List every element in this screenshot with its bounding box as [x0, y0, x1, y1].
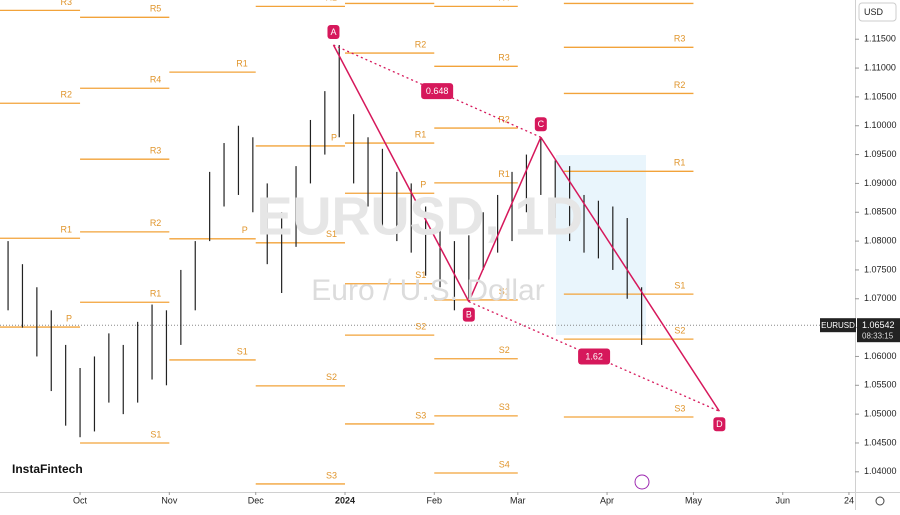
pattern-point-label: B	[466, 310, 472, 320]
volume-profile-area	[556, 155, 646, 335]
pivot-label: R3	[61, 0, 73, 7]
pivot-label: S3	[499, 402, 510, 412]
y-tick-label: 1.05500	[864, 380, 897, 390]
y-tick-label: 1.10000	[864, 120, 897, 130]
pivot-label: S3	[674, 403, 685, 413]
x-tick-label: May	[685, 495, 703, 505]
x-tick-label: Apr	[600, 495, 614, 505]
pivot-label: S2	[499, 345, 510, 355]
x-tick-label: Feb	[427, 495, 443, 505]
pivot-label: R2	[498, 114, 510, 124]
pattern-point-label: C	[538, 119, 545, 129]
pattern-point-box	[327, 24, 340, 39]
event-icon[interactable]	[634, 474, 650, 490]
x-tick-label: Nov	[161, 495, 178, 505]
x-tick-label: 2024	[335, 495, 355, 505]
y-tick-label: 1.11500	[864, 34, 896, 44]
y-tick-label: 1.09000	[864, 178, 897, 188]
y-tick-label: 1.07000	[864, 293, 897, 303]
x-tick-label: Oct	[73, 495, 88, 505]
ratio-box	[421, 83, 454, 100]
last-price: 1.06542	[862, 320, 895, 330]
symbol-tag	[820, 318, 856, 333]
ratio-box	[578, 348, 611, 365]
pattern-point-box	[462, 307, 475, 322]
plot-area: R3 R2 R1 P R5 R4 R3 R2 R1 S1 R1 P S1 R1 P S1 S2 S3 R3 R2 R1 P…	[0, 0, 855, 485]
ratio-label: 0.648	[426, 86, 449, 96]
y-tick-label: 1.10500	[864, 91, 897, 101]
pivot-label: S1	[674, 281, 685, 291]
pivot-label: R2	[61, 90, 73, 100]
pivot-label: R1	[325, 0, 337, 3]
pivot-label: P	[66, 313, 72, 323]
y-tick-label: 1.08500	[864, 207, 897, 217]
countdown: 08:33:15	[862, 331, 894, 340]
y-tick-label: 1.08000	[864, 235, 897, 245]
y-tick-label: 1.09500	[864, 149, 897, 159]
pivot-label: R1	[61, 225, 73, 235]
x-tick-label: 24	[844, 495, 854, 505]
pivot-label: R4	[498, 0, 510, 3]
pattern-leg	[540, 136, 720, 412]
pivot-label: S3	[415, 410, 426, 420]
watermark: EURUSD, 1D	[256, 186, 583, 246]
pivot-label: S2	[415, 321, 426, 331]
pivot-label: R4	[150, 75, 162, 85]
pivot-label: S1	[499, 286, 510, 296]
pivot-label: S1	[150, 429, 161, 439]
pattern-point-box	[534, 117, 547, 132]
pattern-leg	[332, 44, 470, 303]
y-tick-label: 1.05000	[864, 409, 897, 419]
y-tick-label: 1.11000	[864, 62, 896, 72]
pattern-point-label: A	[330, 27, 336, 37]
settings-icon[interactable]	[875, 496, 885, 506]
x-tick-label: Mar	[510, 495, 526, 505]
pivot-label: R3	[150, 146, 162, 156]
pivot-label: R2	[415, 39, 427, 49]
pivot-label: S1	[326, 229, 337, 239]
pattern-point-box	[713, 417, 726, 432]
pivot-label: R1	[150, 289, 162, 299]
y-tick-label: 1.04500	[864, 437, 897, 447]
pivot-label: R3	[498, 53, 510, 63]
logo: InstaFintech	[12, 462, 83, 476]
watermark-subtitle: Euro / U.S. Dollar	[311, 274, 544, 307]
pivot-label: S4	[499, 459, 510, 469]
x-tick-label: Jun	[775, 495, 790, 505]
pivot-label: S3	[326, 470, 337, 480]
pivot-label: R1	[674, 158, 686, 168]
pivot-label: R2	[150, 218, 162, 228]
pattern-leg	[468, 136, 542, 302]
pivot-label: S2	[326, 372, 337, 382]
pivot-label: P	[420, 180, 426, 190]
pivot-label: S2	[674, 326, 685, 336]
pivot-label: R1	[498, 169, 510, 179]
price-tag	[857, 318, 900, 343]
x-tick-label: Dec	[248, 495, 265, 505]
y-tick-label: 1.04000	[864, 466, 897, 476]
pivot-label: R1	[415, 129, 427, 139]
pivot-label: S1	[237, 346, 248, 356]
pivot-label: R5	[150, 4, 162, 14]
y-tick-label: 1.07500	[864, 264, 897, 274]
currency-button[interactable]	[858, 2, 897, 22]
pivot-label: R2	[674, 80, 686, 90]
symbol-label: EURUSD	[821, 321, 855, 330]
pattern-point-label: D	[716, 419, 723, 429]
currency[interactable]: USD	[864, 7, 884, 17]
pivot-label: R1	[236, 58, 248, 68]
pivot-label: R3	[674, 34, 686, 44]
pivot-label: S1	[415, 270, 426, 280]
y-tick-label: 1.06000	[864, 351, 897, 361]
ratio-label: 1.62	[585, 351, 603, 361]
pivot-label: P	[242, 225, 248, 235]
pivot-label: P	[331, 132, 337, 142]
logo-box	[4, 458, 84, 482]
